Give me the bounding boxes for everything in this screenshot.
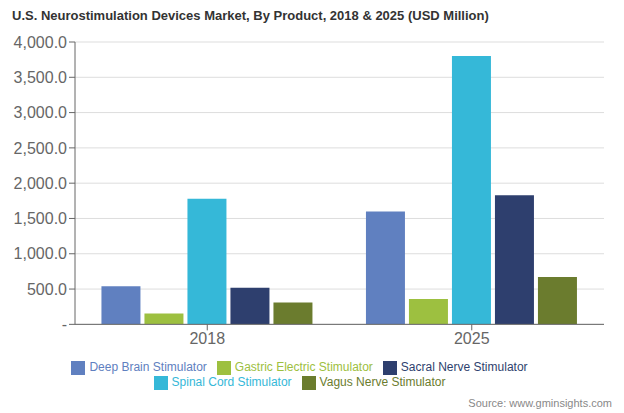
svg-text:2025: 2025 [454,330,490,347]
html-text:Gastric Electric Stimulator: Gastric Electric Stimulator [234,360,373,375]
svg-text:4,000.0: 4,000.0 [14,34,67,51]
html-text:Spinal Cord Stimulator: Spinal Cord Stimulator [171,375,292,390]
svg-text:2,000.0: 2,000.0 [14,175,67,192]
svg-text:2018: 2018 [189,330,225,347]
svg-text:-: - [62,316,67,333]
svg-text:3,500.0: 3,500.0 [14,69,67,86]
svg-text:2,500.0: 2,500.0 [14,140,67,157]
svg-text:1,500.0: 1,500.0 [14,210,67,227]
html-text:Deep Brain Stimulator: Deep Brain Stimulator [89,360,207,375]
html-text:Source: www.gminsights.com: Source: www.gminsights.com [468,397,612,409]
svg-text:3,000.0: 3,000.0 [14,104,67,121]
svg-text:1,000.0: 1,000.0 [14,245,67,262]
html-text:Sacral Nerve Stimulator: Sacral Nerve Stimulator [400,360,528,375]
html-text:U.S. Neurostimulation Devices: U.S. Neurostimulation Devices Market, By… [12,8,489,23]
svg-text:500.0: 500.0 [27,281,67,298]
html-text:Vagus Nerve Stimulator: Vagus Nerve Stimulator [319,375,446,390]
